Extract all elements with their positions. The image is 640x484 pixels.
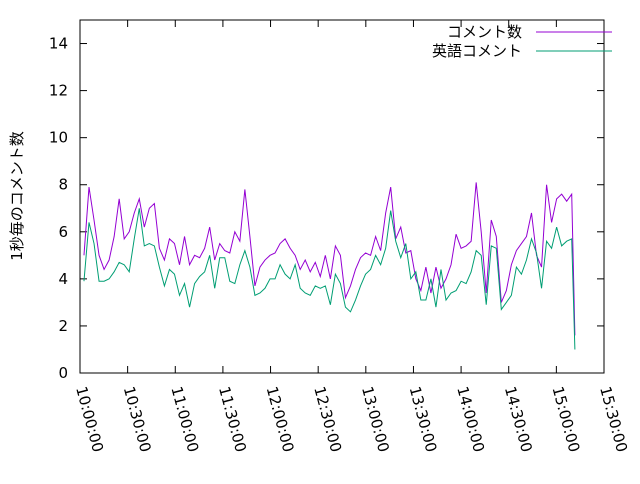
y-tick-label: 4	[58, 270, 68, 288]
y-axis-label: 1秒毎のコメント数	[8, 131, 26, 261]
series-line	[83, 208, 576, 350]
x-tick-label: 13:30:00	[406, 384, 441, 454]
x-tick-label: 13:00:00	[358, 384, 393, 454]
legend-label: コメント数	[447, 23, 522, 41]
x-tick-label: 12:30:00	[310, 384, 345, 454]
y-tick-label: 8	[58, 176, 68, 194]
x-tick-label: 11:30:00	[215, 384, 250, 454]
x-tick-label: 14:30:00	[501, 384, 536, 454]
series-line	[83, 182, 576, 336]
x-tick-label: 10:30:00	[120, 384, 155, 454]
x-tick-label: 15:30:00	[596, 384, 631, 454]
y-tick-label: 6	[58, 223, 68, 241]
y-tick-label: 2	[58, 317, 68, 335]
plot-frame	[79, 19, 605, 374]
y-tick-label: 12	[49, 82, 68, 100]
x-tick-label: 12:00:00	[263, 384, 298, 454]
y-tick-label: 14	[49, 35, 68, 53]
x-tick-label: 11:00:00	[167, 384, 202, 454]
legend-label: 英語コメント	[432, 42, 522, 60]
y-tick-label: 0	[58, 364, 68, 382]
x-tick-label: 14:00:00	[453, 384, 488, 454]
x-tick-label: 15:00:00	[548, 384, 583, 454]
y-tick-label: 10	[49, 129, 68, 147]
x-tick-label: 10:00:00	[72, 384, 107, 454]
